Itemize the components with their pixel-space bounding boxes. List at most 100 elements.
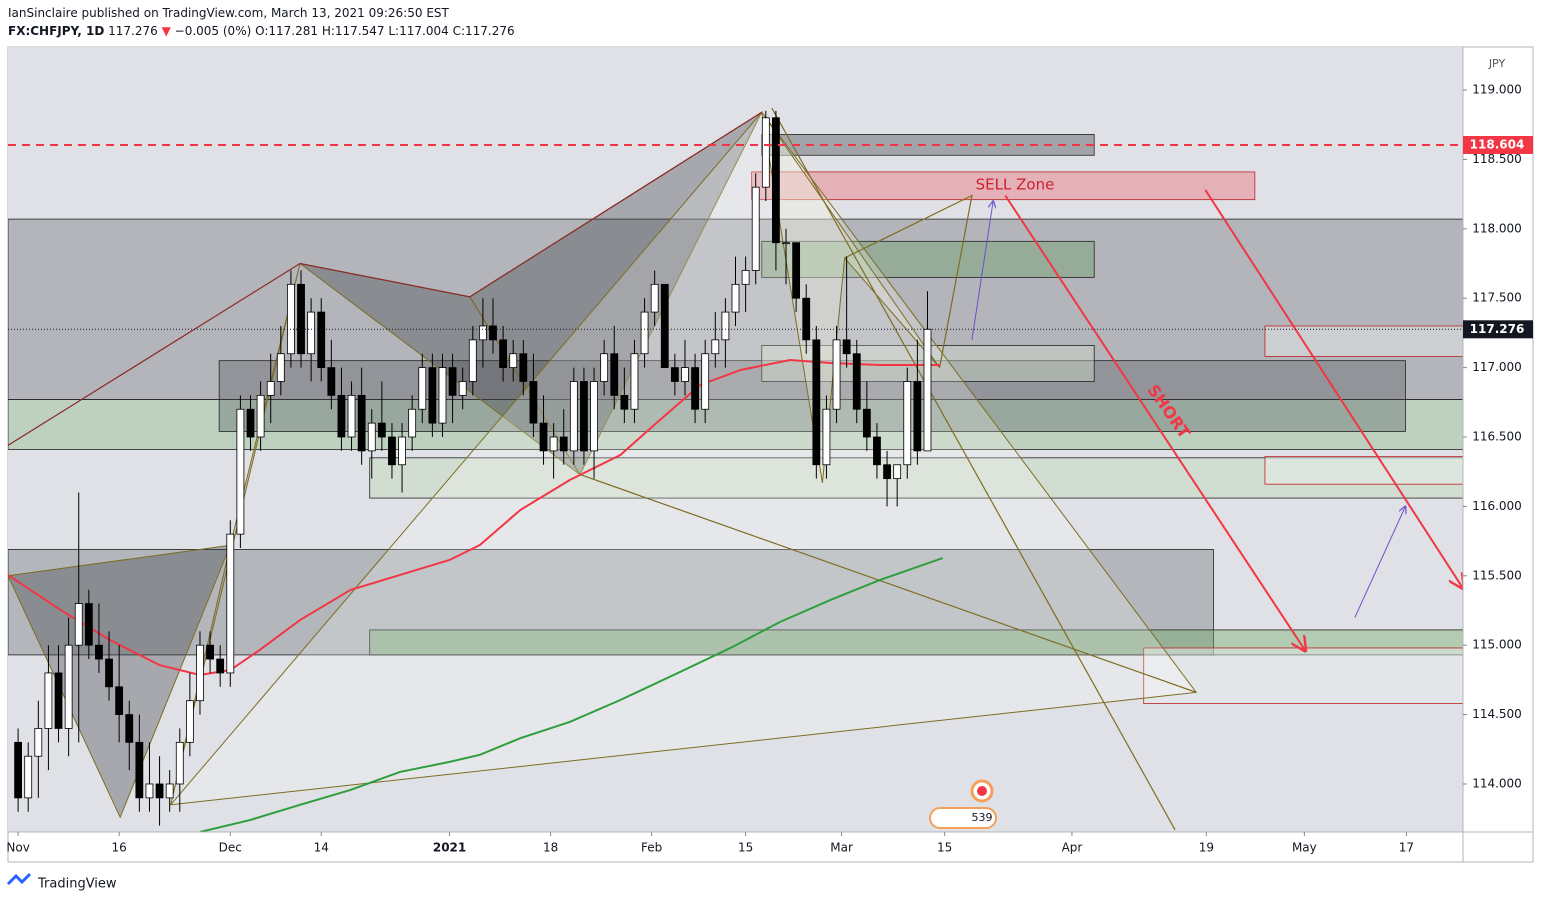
candle-body [216, 658, 225, 674]
candle-body [600, 353, 609, 382]
candle-body [438, 367, 447, 424]
candle-body [317, 311, 326, 369]
candle-body [913, 381, 922, 452]
x-tick-label: 14 [314, 841, 329, 855]
candle-body [448, 367, 457, 396]
candle-body [681, 367, 689, 382]
x-tick-label: 16 [112, 841, 127, 855]
y-tick-label: 116.500 [1472, 430, 1522, 444]
event-dot [977, 786, 987, 796]
candle-body [367, 422, 376, 452]
candle-body [499, 339, 508, 369]
candle-body [670, 367, 679, 382]
candle-body [337, 394, 346, 438]
candle-body [105, 658, 113, 688]
y-tick-label: 116.000 [1472, 499, 1522, 513]
candle-body [640, 311, 649, 355]
x-tick-label: Apr [1062, 841, 1083, 855]
candle-body [701, 353, 710, 410]
candle-body [256, 394, 265, 438]
y-tick-label: 119.000 [1472, 83, 1522, 97]
currency: JPY [1488, 57, 1506, 70]
candle-body [731, 283, 740, 313]
candle-body [297, 283, 305, 355]
x-tick-label: Feb [641, 841, 662, 855]
candle-body [24, 755, 33, 799]
candle-body [832, 339, 841, 410]
y-tick-label: 118.500 [1472, 152, 1522, 166]
candle-body [196, 644, 204, 702]
x-tick-label: 2021 [433, 841, 466, 855]
candle-body [620, 394, 629, 410]
candle-body [347, 394, 356, 438]
harmonic-pattern [169, 111, 1198, 806]
y-tick-label: 118.000 [1472, 221, 1522, 235]
candle-body [842, 339, 851, 355]
price-tag [1463, 320, 1533, 339]
candle-body [721, 311, 730, 341]
candle-body [428, 367, 437, 424]
zone [369, 629, 1463, 656]
candle-body [660, 283, 669, 369]
sell-zone-label: SELL Zone [976, 176, 1055, 194]
x-tick-label: 15 [937, 841, 952, 855]
candle-body [327, 367, 336, 396]
y-tick-label: 114.500 [1472, 707, 1522, 721]
y-tick-label: 115.000 [1472, 638, 1522, 652]
candle-body [145, 783, 154, 799]
candle-body [812, 339, 821, 466]
zone [1264, 456, 1463, 485]
candle-body [903, 381, 912, 466]
arrow [1004, 194, 1305, 651]
candle-body [236, 408, 245, 535]
candle-body [751, 186, 760, 271]
candle-body [782, 242, 790, 245]
candle-body [266, 381, 275, 396]
trend-line [771, 107, 1176, 831]
candle-body [377, 422, 386, 438]
candle-body [115, 686, 124, 715]
symbol: FX:CHFJPY, 1D [8, 24, 105, 38]
candle-body [873, 436, 881, 466]
x-tick-label: 19 [1199, 841, 1214, 855]
x-tick-label: Dec [219, 841, 242, 855]
last-price: 117.276 [108, 24, 158, 38]
candle-body [165, 783, 174, 799]
zone [761, 134, 1095, 156]
trend-line [844, 194, 973, 368]
price-tag-label: 117.276 [1470, 322, 1525, 336]
publish-line: IanSinclaire published on TradingView.co… [8, 6, 449, 20]
x-tick-label: Mar [830, 841, 853, 855]
down-arrow: ▼ [161, 24, 171, 38]
candle-body [74, 603, 83, 646]
candle-body [418, 367, 427, 410]
candle-body [135, 741, 144, 799]
arrow [1204, 189, 1463, 588]
candle-body [519, 353, 528, 382]
candle-body [691, 367, 699, 410]
candle-body [34, 728, 43, 757]
candle-body [509, 353, 518, 369]
trend-line [8, 111, 763, 446]
candle-body [610, 353, 619, 396]
candle-body [590, 381, 598, 452]
candle-body [862, 408, 871, 438]
events-pill[interactable] [929, 807, 997, 829]
candle-body [529, 381, 538, 424]
candle-body [559, 436, 568, 452]
candle-body [802, 297, 811, 341]
candle-body [357, 394, 366, 452]
candle-body [883, 464, 891, 480]
moving-average [8, 358, 940, 677]
y-tick-label: 114.000 [1472, 776, 1522, 790]
x-tick-label: 15 [738, 841, 753, 855]
y-tick-label: 117.000 [1472, 360, 1522, 374]
brand: TradingView [37, 877, 117, 892]
candle-body [569, 381, 578, 452]
candle-body [54, 672, 63, 729]
candle-body [14, 741, 23, 799]
arrow [971, 201, 993, 340]
candle-body [772, 117, 780, 244]
candle-body [893, 464, 902, 480]
